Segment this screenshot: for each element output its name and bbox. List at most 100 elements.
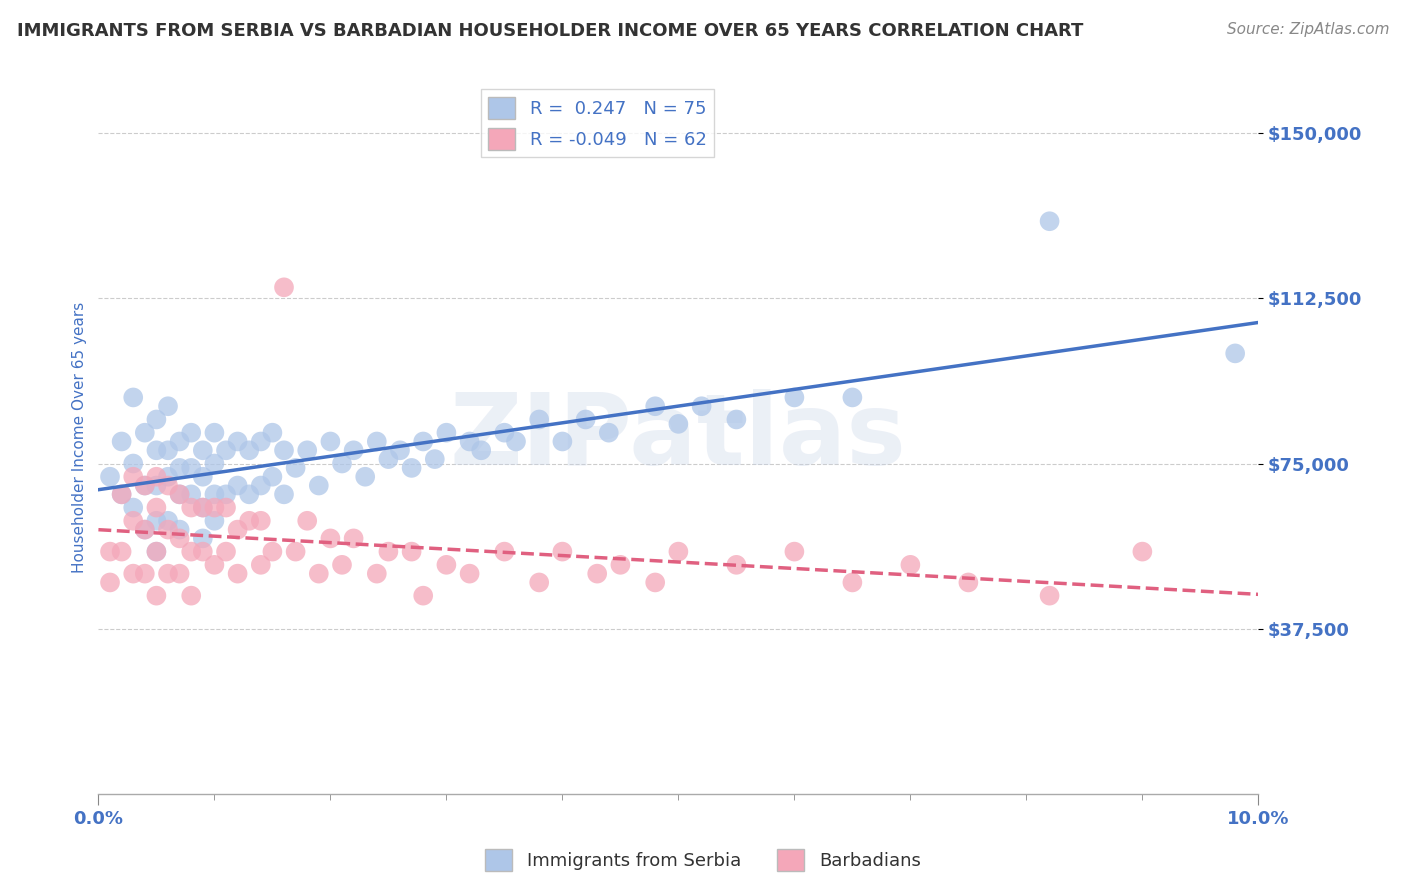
- Point: [169, 487, 191, 501]
- Point: [666, 417, 689, 431]
- Text: IMMIGRANTS FROM SERBIA VS BARBADIAN HOUSEHOLDER INCOME OVER 65 YEARS CORRELATION: IMMIGRANTS FROM SERBIA VS BARBADIAN HOUS…: [17, 22, 1083, 40]
- Point: [191, 532, 214, 546]
- Point: [343, 443, 366, 458]
- Point: [226, 434, 249, 449]
- Point: [957, 575, 980, 590]
- Point: [122, 469, 145, 483]
- Point: [250, 558, 273, 572]
- Point: [551, 544, 574, 558]
- Point: [145, 443, 167, 458]
- Point: [783, 391, 806, 405]
- Point: [841, 575, 863, 590]
- Point: [644, 575, 666, 590]
- Point: [111, 434, 132, 449]
- Point: [250, 514, 273, 528]
- Point: [262, 425, 284, 440]
- Point: [1130, 544, 1153, 558]
- Point: [157, 399, 180, 413]
- Point: [598, 425, 620, 440]
- Point: [725, 412, 748, 426]
- Point: [215, 443, 238, 458]
- Point: [157, 469, 180, 483]
- Point: [505, 434, 527, 449]
- Point: [575, 412, 598, 426]
- Point: [180, 589, 202, 603]
- Point: [319, 532, 342, 546]
- Point: [204, 500, 226, 515]
- Point: [690, 399, 713, 413]
- Point: [262, 469, 284, 483]
- Point: [157, 566, 180, 581]
- Point: [273, 443, 295, 458]
- Point: [122, 391, 145, 405]
- Text: Source: ZipAtlas.com: Source: ZipAtlas.com: [1226, 22, 1389, 37]
- Point: [666, 544, 689, 558]
- Point: [319, 434, 342, 449]
- Y-axis label: Householder Income Over 65 years: Householder Income Over 65 years: [72, 301, 87, 573]
- Point: [191, 544, 214, 558]
- Point: [529, 412, 551, 426]
- Point: [1223, 346, 1247, 360]
- Point: [458, 434, 481, 449]
- Point: [111, 487, 132, 501]
- Point: [250, 434, 273, 449]
- Point: [180, 461, 202, 475]
- Point: [157, 523, 180, 537]
- Point: [343, 532, 366, 546]
- Point: [1038, 589, 1062, 603]
- Point: [900, 558, 922, 572]
- Point: [191, 469, 214, 483]
- Point: [111, 544, 132, 558]
- Point: [204, 514, 226, 528]
- Point: [180, 544, 202, 558]
- Point: [122, 514, 145, 528]
- Point: [262, 544, 284, 558]
- Point: [134, 566, 156, 581]
- Point: [297, 443, 319, 458]
- Point: [145, 412, 167, 426]
- Point: [145, 478, 167, 492]
- Point: [145, 589, 167, 603]
- Point: [169, 487, 191, 501]
- Point: [215, 487, 238, 501]
- Point: [250, 478, 273, 492]
- Point: [401, 461, 423, 475]
- Point: [238, 487, 260, 501]
- Point: [157, 478, 180, 492]
- Point: [1038, 214, 1062, 228]
- Point: [98, 575, 121, 590]
- Point: [145, 469, 167, 483]
- Point: [180, 487, 202, 501]
- Point: [204, 457, 226, 471]
- Point: [157, 443, 180, 458]
- Point: [204, 425, 226, 440]
- Point: [98, 469, 121, 483]
- Point: [169, 523, 191, 537]
- Point: [226, 566, 249, 581]
- Point: [354, 469, 377, 483]
- Point: [494, 425, 516, 440]
- Point: [284, 461, 307, 475]
- Point: [401, 544, 423, 558]
- Point: [134, 478, 156, 492]
- Point: [308, 478, 330, 492]
- Point: [169, 566, 191, 581]
- Point: [157, 514, 180, 528]
- Point: [783, 544, 806, 558]
- Point: [377, 544, 399, 558]
- Point: [436, 425, 458, 440]
- Point: [191, 443, 214, 458]
- Point: [330, 558, 353, 572]
- Point: [412, 589, 434, 603]
- Point: [238, 514, 260, 528]
- Point: [215, 500, 238, 515]
- Point: [238, 443, 260, 458]
- Point: [366, 434, 388, 449]
- Point: [98, 544, 121, 558]
- Text: ZIPatlas: ZIPatlas: [450, 389, 907, 485]
- Point: [204, 558, 226, 572]
- Legend: Immigrants from Serbia, Barbadians: Immigrants from Serbia, Barbadians: [478, 842, 928, 879]
- Point: [145, 500, 167, 515]
- Point: [122, 457, 145, 471]
- Point: [122, 500, 145, 515]
